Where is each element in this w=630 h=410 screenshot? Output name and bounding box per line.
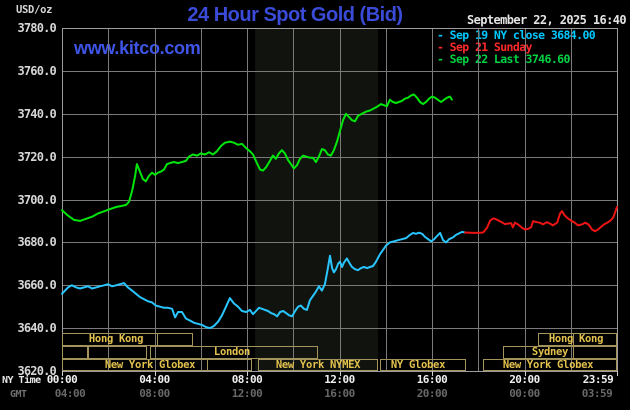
session-label: New York NYMEX: [275, 358, 361, 371]
x-axis-ny-time-label: NY Time: [2, 375, 41, 386]
sep19-ny-close-line: [61, 230, 467, 330]
session-label: New York Globex: [104, 358, 196, 371]
chart-legend: - Sep 19 NY close 3684.00- Sep 21 Sunday…: [437, 28, 596, 66]
session-box-new-york-nymex: New York NYMEX: [258, 358, 378, 371]
x-tick-label-ny: 20:00: [509, 373, 540, 386]
x-tick-label-ny: 04:00: [139, 373, 170, 386]
x-tick-label-gmt: 20:00: [416, 387, 448, 400]
session-box-hong-kong: Hong Kong: [62, 333, 193, 346]
session-box-hong-kong: Hong Kong: [538, 333, 617, 346]
chart-timestamp: September 22, 2025 16:40: [467, 13, 627, 27]
legend-item: - Sep 22 Last 3746.60: [437, 52, 570, 66]
page-title: 24 Hour Spot Gold (Bid): [187, 4, 403, 26]
session-box: [62, 345, 88, 359]
x-tick-label-gmt: 08:00: [139, 387, 170, 400]
y-axis-label: 3760.0: [17, 63, 56, 78]
session-label: NY Globex: [390, 358, 446, 371]
session-label: Hong Kong: [88, 333, 144, 345]
y-axis-label: 3720.0: [17, 149, 56, 164]
session-box-divider: [573, 346, 574, 358]
x-tick-label-ny: 00:00: [46, 373, 78, 386]
x-tick-label-gmt: 00:00: [509, 387, 540, 400]
y-axis-label: 3700.0: [17, 192, 56, 207]
x-tick-label-gmt: 04:00: [54, 387, 86, 400]
x-tick-label-ny: 16:00: [416, 373, 448, 386]
x-tick-label-gmt: 03:59: [581, 387, 613, 400]
session-label: Hong Kong: [548, 333, 604, 345]
y-axis-label: 3660.0: [17, 278, 56, 293]
y-axis-label: 3620.0: [17, 364, 56, 378]
x-tick-label-ny: 23:59: [582, 373, 614, 386]
y-axis-label: 3740.0: [17, 106, 56, 121]
session-box-new-york-globex: New York Globex: [62, 358, 252, 371]
y-axis-label: 3640.0: [17, 321, 56, 336]
session-box-london: London: [150, 345, 318, 359]
session-label: Sydney: [531, 345, 569, 358]
session-label: London: [213, 345, 251, 358]
legend-item: - Sep 21 Sunday: [437, 40, 532, 54]
session-box-divider: [157, 334, 158, 345]
session-box-new-york-globex: New York Globex: [483, 358, 617, 371]
x-tick-label-gmt: 12:00: [231, 387, 263, 400]
y-axis-unit-label: USD/oz: [16, 4, 53, 16]
y-axis-label: 3680.0: [17, 235, 56, 250]
session-label: New York Globex: [502, 358, 594, 371]
x-tick-label-ny: 08:00: [231, 373, 263, 386]
y-axis-label: 3780.0: [17, 21, 56, 35]
x-tick-label-ny: 12:00: [324, 373, 355, 386]
session-box: [88, 345, 147, 359]
legend-item: - Sep 19 NY close 3684.00: [437, 28, 596, 42]
x-axis-gmt-label: GMT: [10, 389, 27, 400]
nymex-session-band: [255, 28, 378, 371]
session-box-sydney: Sydney: [503, 345, 617, 359]
session-box-divider: [207, 359, 208, 370]
session-box-ny-globex: NY Globex: [380, 358, 466, 371]
sep21-sunday-line: [464, 206, 618, 234]
sep22-last-line: [61, 93, 453, 222]
x-tick-label-gmt: 16:00: [324, 387, 355, 400]
kitco-watermark-link[interactable]: www.kitco.com: [74, 38, 201, 58]
session-box-divider: [573, 334, 574, 345]
